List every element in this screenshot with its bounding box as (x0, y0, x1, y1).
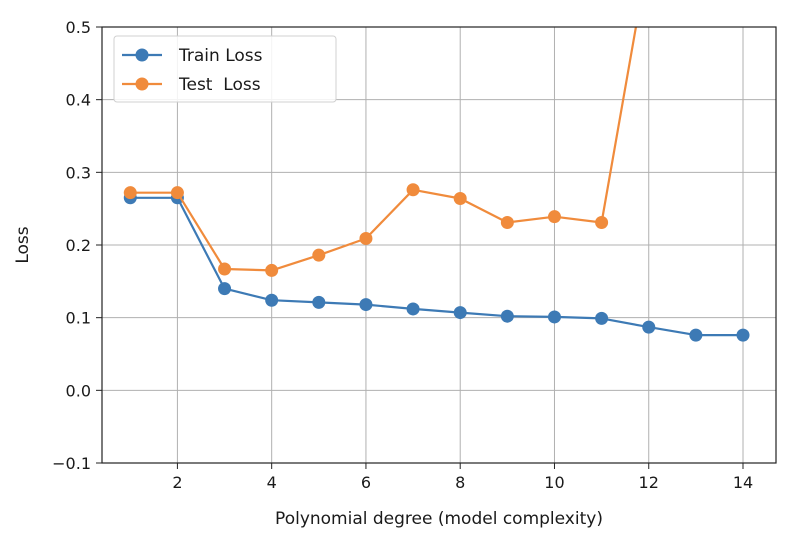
data-point (547, 310, 561, 324)
series-test-loss (123, 27, 638, 277)
y-axis-label: Loss (13, 226, 33, 263)
data-point (453, 191, 467, 205)
legend-marker (135, 48, 149, 62)
data-point (736, 328, 750, 342)
x-tick-label: 8 (455, 473, 465, 492)
data-point (595, 311, 609, 325)
x-tick-label: 2 (172, 473, 182, 492)
y-tick-label: 0.5 (66, 18, 91, 37)
data-point (218, 282, 232, 296)
x-tick-label: 6 (361, 473, 371, 492)
data-point (642, 320, 656, 334)
data-point (500, 215, 514, 229)
y-tick-label: 0.1 (66, 309, 91, 328)
data-point (595, 215, 609, 229)
data-point (359, 298, 373, 312)
data-point (218, 262, 232, 276)
legend-label: Train Loss (178, 46, 263, 66)
x-axis-label: Polynomial degree (model complexity) (275, 509, 603, 529)
y-tick-label: 0.2 (66, 236, 91, 255)
data-point (406, 302, 420, 316)
series-layer (123, 27, 750, 342)
data-point (547, 210, 561, 224)
x-tick-label: 14 (733, 473, 753, 492)
series-line (130, 27, 638, 272)
ticks: 2 4 6 8 10 12 14 −0.1 0.0 0.1 0.2 0.3 0.4 0.5 (52, 18, 753, 492)
y-tick-label: 0.3 (66, 163, 91, 182)
y-tick-label: −0.1 (52, 454, 91, 473)
legend-box (113, 35, 337, 103)
data-point (359, 231, 373, 245)
x-tick-label: 12 (639, 473, 659, 492)
data-point (689, 328, 703, 342)
y-tick-label: 0.4 (66, 91, 91, 110)
data-point (312, 295, 326, 309)
data-point (500, 309, 514, 323)
legend-label: Test Loss (178, 75, 261, 95)
data-point (453, 306, 467, 320)
data-point (312, 248, 326, 262)
data-point (170, 186, 184, 200)
x-tick-label: 10 (544, 473, 564, 492)
data-point (265, 263, 279, 277)
legend-marker (135, 77, 149, 91)
data-point (265, 293, 279, 307)
series-train-loss (123, 191, 750, 342)
data-point (123, 186, 137, 200)
y-tick-label: 0.0 (66, 381, 91, 400)
data-point (406, 183, 420, 197)
x-tick-label: 4 (267, 473, 277, 492)
series-line (130, 196, 743, 337)
legend: Train Loss Test Loss (113, 35, 337, 103)
